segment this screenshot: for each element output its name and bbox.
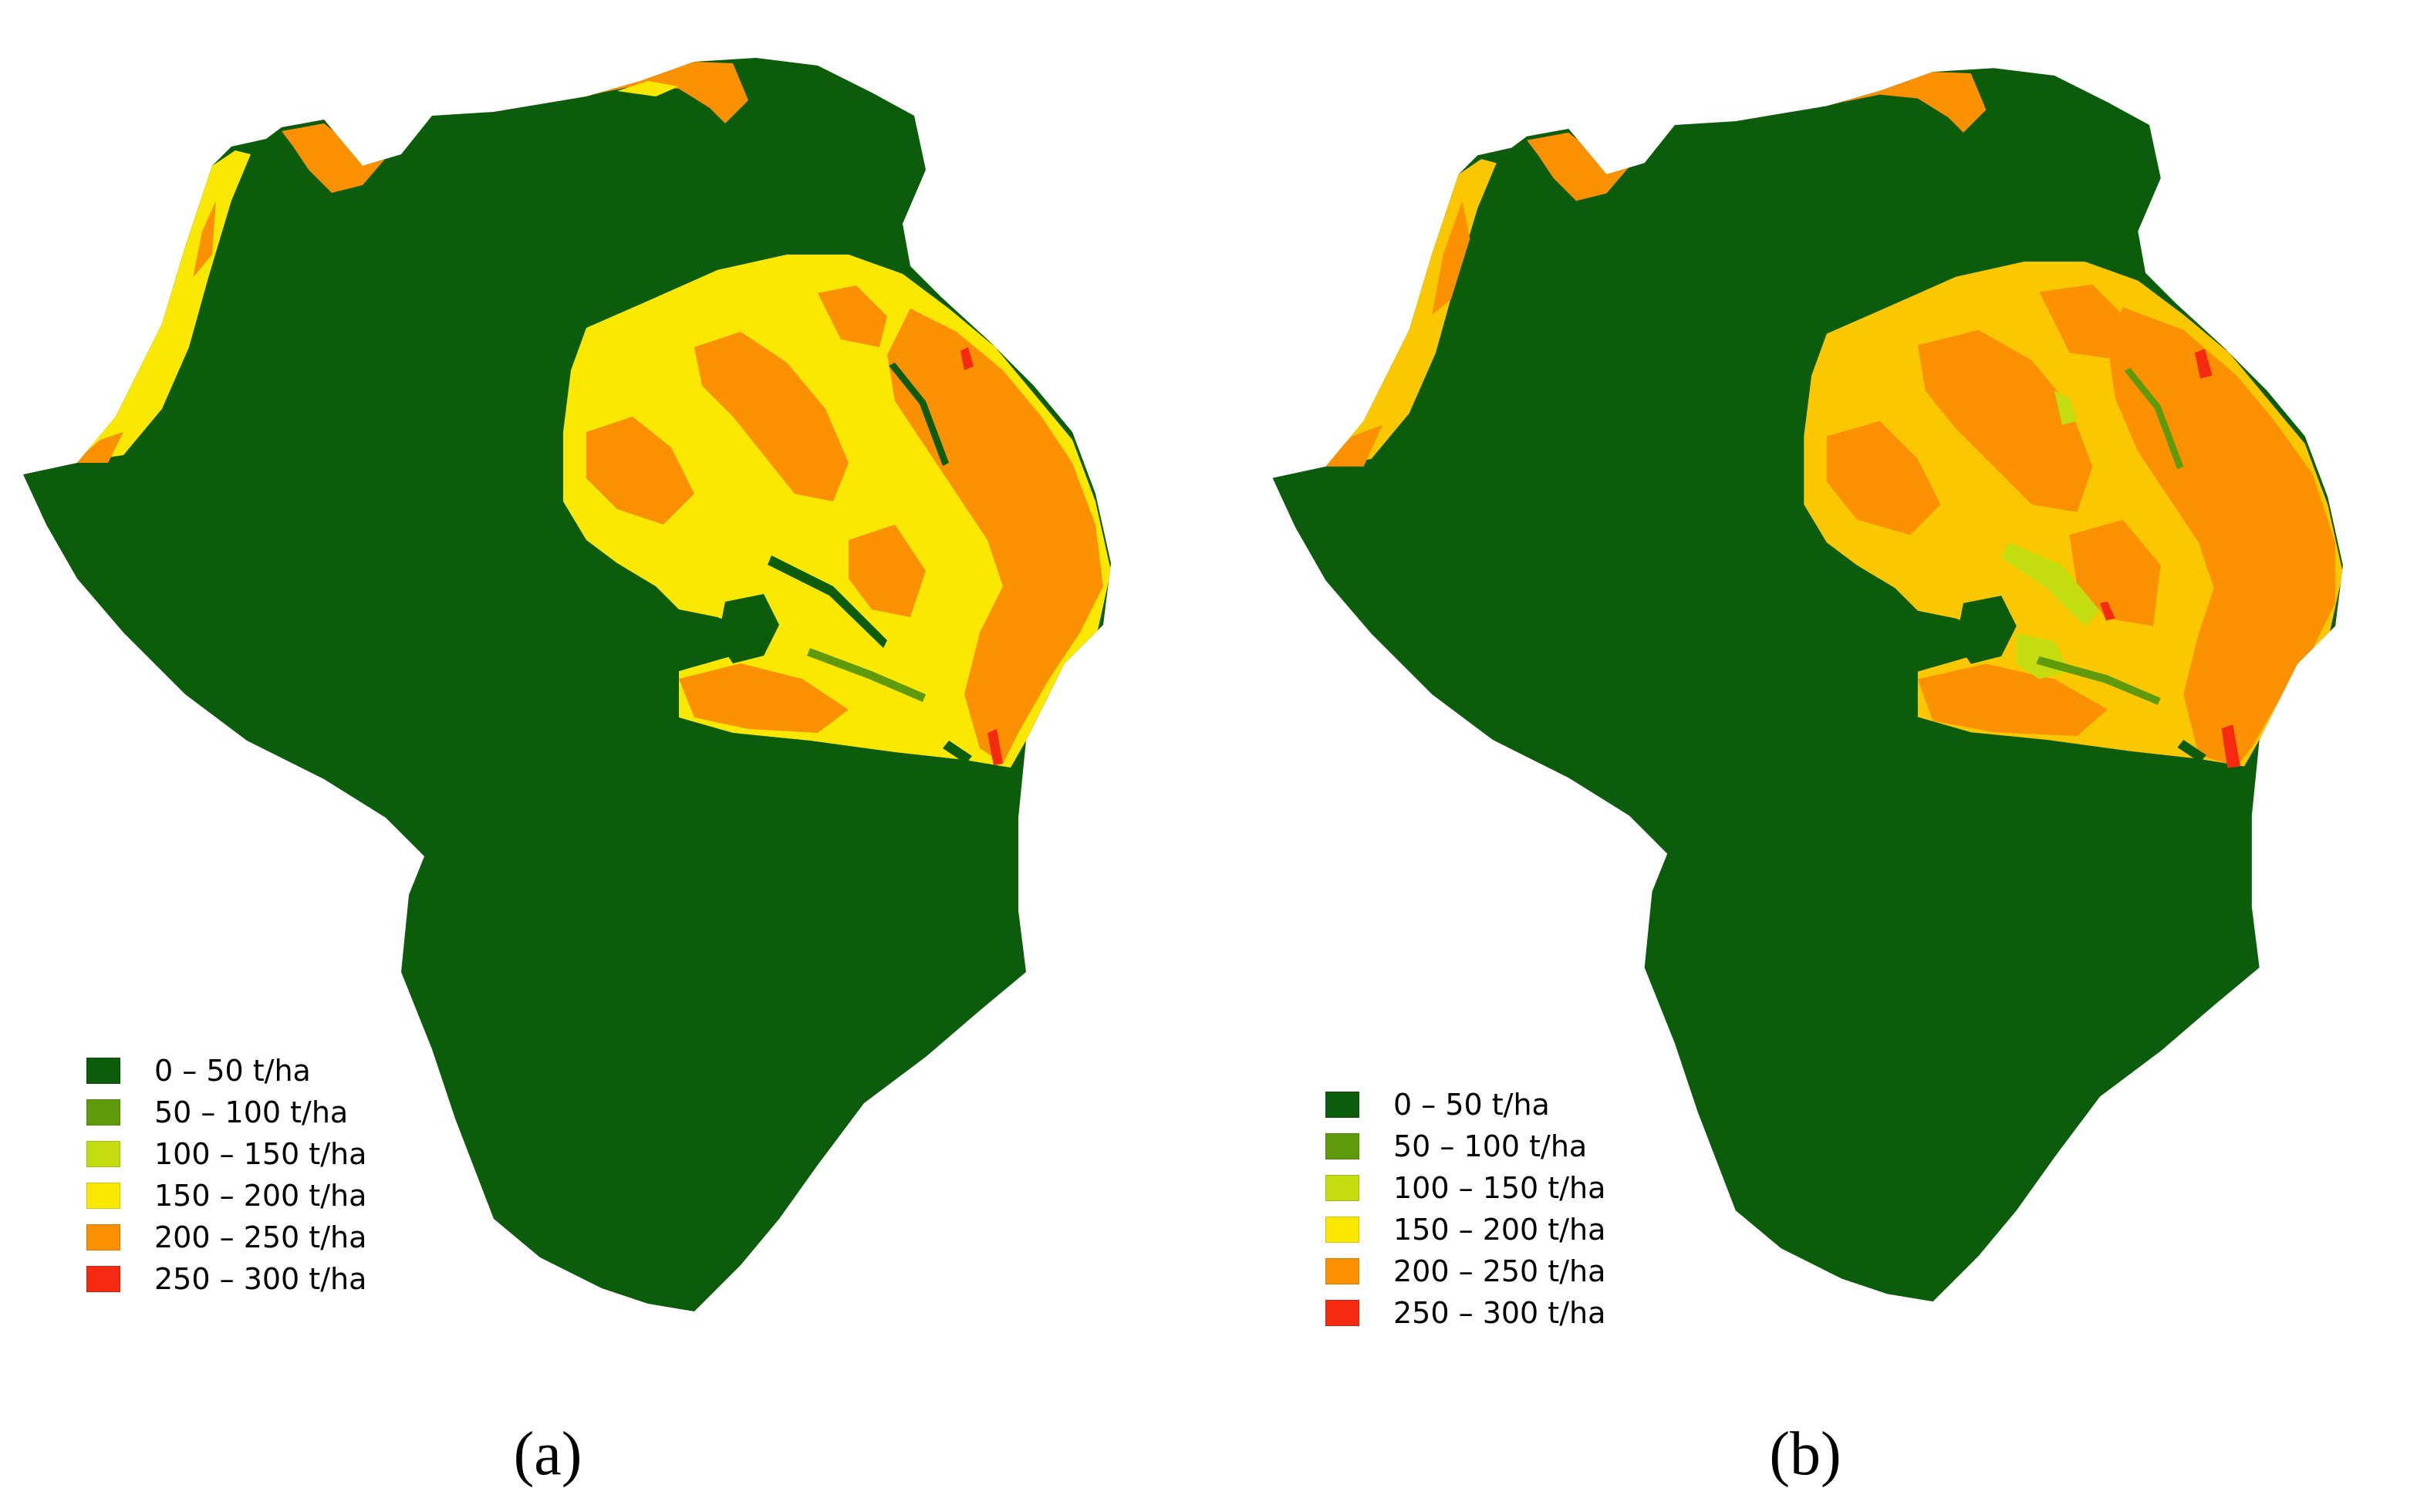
zone-north-strip-yellow-a — [617, 81, 679, 96]
zone-east-orange-5-a — [679, 663, 849, 733]
zone-nw-patch-a — [282, 123, 386, 193]
legend-label: 50 – 100 t/ha — [154, 1095, 349, 1129]
zone-channel-2-a — [807, 648, 926, 702]
zone-east-orange-1-a — [887, 309, 1103, 764]
legend-label: 200 – 250 t/ha — [154, 1220, 367, 1254]
legend-label: 0 – 50 t/ha — [1393, 1088, 1550, 1122]
legend-item: 0 – 50 t/ha — [1325, 1088, 1605, 1122]
legend-item: 100 – 150 t/ha — [86, 1137, 367, 1171]
panel-caption-b: (b) — [1769, 1420, 1842, 1488]
legend-swatch — [1325, 1258, 1359, 1284]
legend-swatch — [86, 1058, 120, 1084]
zone-west-strip-orange-b — [1322, 424, 1383, 467]
legend-item: 250 – 300 t/ha — [1325, 1296, 1606, 1330]
zone-east-orange-2-b — [1917, 329, 2093, 512]
map-panel-a: 0 – 50 t/ha 50 – 100 t/ha 100 – 150 t/ha… — [0, 0, 1203, 1512]
zone-east-orange-4-b — [2039, 284, 2131, 361]
legend-item: 50 – 100 t/ha — [1325, 1129, 1605, 1163]
legend-item: 250 – 300 t/ha — [86, 1262, 367, 1296]
legend-label: 0 – 50 t/ha — [154, 1054, 311, 1088]
legend-label: 200 – 250 t/ha — [1393, 1254, 1606, 1288]
legend-label: 50 – 100 t/ha — [1393, 1129, 1588, 1163]
zone-channel-2-b — [2124, 367, 2184, 470]
zone-red-3-b — [2100, 601, 2115, 621]
zone-east-orange-3-b — [1826, 420, 1941, 535]
zone-red-1-b — [2195, 349, 2213, 379]
zone-channel-1-b — [2036, 656, 2161, 705]
legend-item: 0 – 50 t/ha — [86, 1054, 366, 1088]
legend-item: 200 – 250 t/ha — [1325, 1254, 1606, 1288]
zone-west-strip-orange2-a — [193, 201, 216, 278]
panel-caption-a: (a) — [513, 1420, 582, 1488]
zone-inlet-a — [717, 594, 779, 663]
legend-swatch — [86, 1266, 120, 1292]
legend-swatch — [1325, 1175, 1359, 1201]
zone-east-orange-2-a — [694, 332, 849, 501]
legend-label: 250 – 300 t/ha — [154, 1262, 367, 1296]
zone-channel-4-a — [943, 741, 972, 764]
legend-item: 150 – 200 t/ha — [86, 1179, 367, 1213]
map-b — [1272, 68, 2343, 1302]
legend-label: 150 – 200 t/ha — [154, 1179, 367, 1213]
legend-item: 150 – 200 t/ha — [1325, 1213, 1606, 1247]
legend-swatch — [1325, 1217, 1359, 1243]
zone-north-strip-b — [1826, 72, 1987, 133]
legend-label: 250 – 300 t/ha — [1393, 1296, 1606, 1330]
legend-swatch — [86, 1141, 120, 1167]
zone-red-2-a — [987, 729, 1003, 765]
zone-channel-3-b — [2177, 740, 2206, 763]
legend-item: 100 – 150 t/ha — [1325, 1171, 1606, 1205]
zone-channel-3-a — [889, 363, 949, 466]
zone-lightgreen-1-b — [2001, 542, 2101, 626]
zone-east-orange-4-a — [818, 285, 887, 347]
zone-red-2-b — [2221, 724, 2241, 768]
legend-swatch — [1325, 1133, 1359, 1159]
legend-swatch — [1325, 1092, 1359, 1118]
zone-west-strip-orange2-b — [1432, 201, 1470, 316]
zone-west-strip-orange-a — [73, 432, 123, 463]
legend-a: 0 – 50 t/ha 50 – 100 t/ha 100 – 150 t/ha… — [86, 1054, 367, 1296]
legend-item: 50 – 100 t/ha — [86, 1095, 366, 1129]
zone-east-orange-5-b — [1917, 663, 2108, 737]
zone-east-orange-6-b — [2069, 519, 2161, 626]
legend-item: 200 – 250 t/ha — [86, 1220, 367, 1254]
legend-b: 0 – 50 t/ha 50 – 100 t/ha 100 – 150 t/ha… — [1325, 1088, 1606, 1330]
map-a — [23, 58, 1111, 1311]
legend-swatch — [86, 1183, 120, 1209]
legend-swatch — [1325, 1300, 1359, 1326]
legend-label: 150 – 200 t/ha — [1393, 1213, 1606, 1247]
legend-swatch — [86, 1099, 120, 1126]
zone-nw-patch-b — [1527, 132, 1629, 201]
zone-lightgreen-3-b — [2054, 390, 2078, 425]
legend-label: 100 – 150 t/ha — [1393, 1171, 1606, 1205]
zone-red-1-a — [960, 347, 974, 370]
map-panel-b: 0 – 50 t/ha 50 – 100 t/ha 100 – 150 t/ha… — [1250, 0, 2434, 1512]
zone-inlet-b — [1956, 596, 2017, 664]
legend-label: 100 – 150 t/ha — [154, 1137, 367, 1171]
zone-north-strip-a — [586, 62, 748, 123]
zone-east-orange-6-a — [849, 525, 926, 617]
zone-east-orange-3-a — [586, 417, 694, 525]
zone-channel-1-a — [768, 555, 887, 648]
legend-swatch — [86, 1224, 120, 1250]
